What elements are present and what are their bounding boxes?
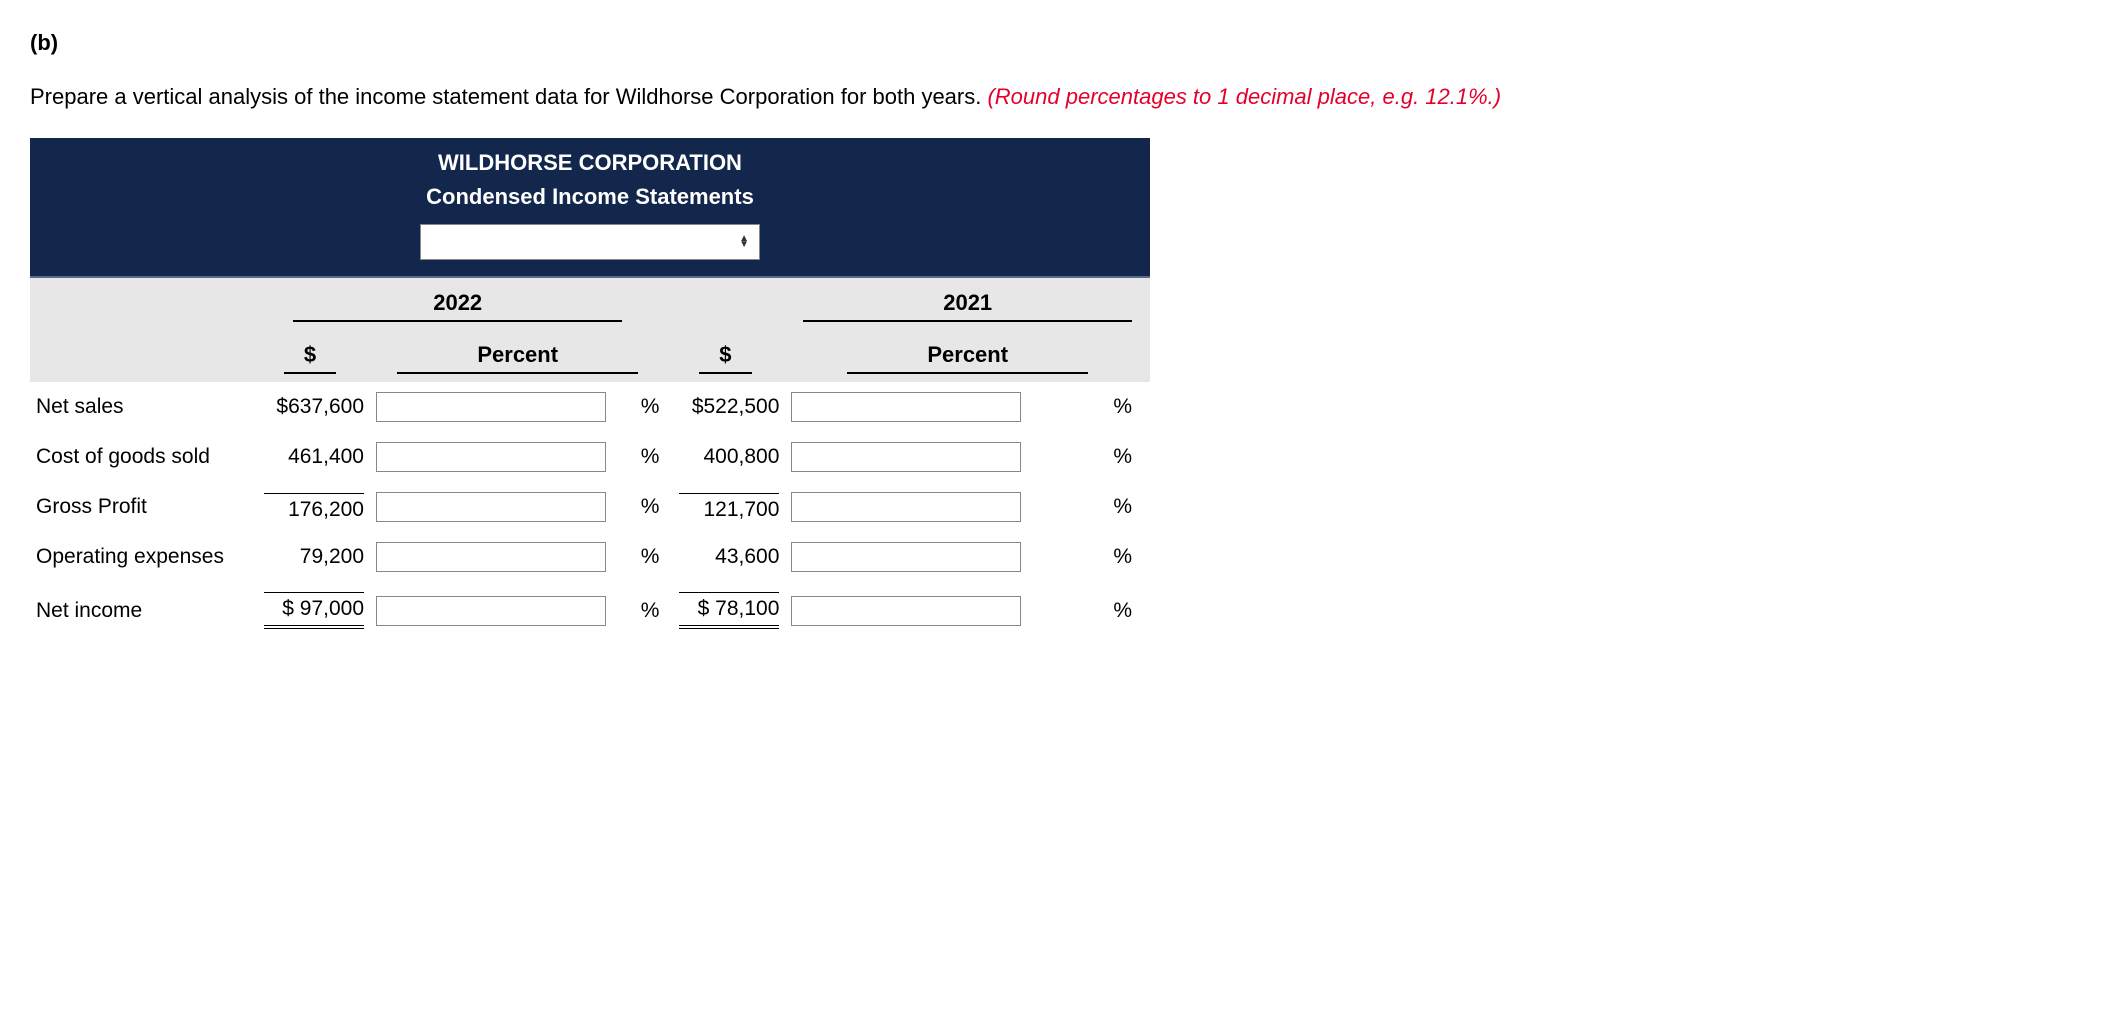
amount-2022: 461,400: [250, 432, 370, 482]
instruction-text: Prepare a vertical analysis of the incom…: [30, 84, 2092, 110]
percent-input-2021[interactable]: [791, 392, 1021, 422]
percent-input-cell-2022: [370, 482, 635, 532]
percent-input-cell-2022: [370, 582, 635, 639]
header-dropdown[interactable]: ▲▼: [420, 224, 760, 260]
percent-sign: %: [635, 482, 666, 532]
percent-input-2022[interactable]: [376, 442, 606, 472]
percent-sign: %: [1107, 532, 1138, 582]
percent-input-2021[interactable]: [791, 542, 1021, 572]
amount-2022: $ 97,000: [250, 582, 370, 639]
percent-input-cell-2021: [785, 382, 1107, 432]
dollar-header-2022: $: [284, 338, 336, 374]
row-label: Cost of goods sold: [30, 432, 250, 482]
percent-sign: %: [1107, 382, 1138, 432]
row-label: Operating expenses: [30, 532, 250, 582]
amount-2021: 400,800: [665, 432, 785, 482]
amount-2021: $522,500: [665, 382, 785, 432]
part-label: (b): [30, 30, 2092, 56]
percent-input-2022[interactable]: [376, 542, 606, 572]
percent-sign: %: [635, 532, 666, 582]
statement-title: Condensed Income Statements: [30, 180, 1150, 214]
amount-2021: $ 78,100: [665, 582, 785, 639]
percent-sign: %: [635, 582, 666, 639]
percent-input-2022[interactable]: [376, 596, 606, 626]
percent-header-2022: Percent: [397, 338, 638, 374]
row-label: Net sales: [30, 382, 250, 432]
income-statement-table: WILDHORSE CORPORATION Condensed Income S…: [30, 138, 1150, 639]
dollar-header-2021: $: [699, 338, 751, 374]
percent-input-cell-2022: [370, 432, 635, 482]
percent-sign: %: [1107, 482, 1138, 532]
percent-input-2021[interactable]: [791, 442, 1021, 472]
instruction-main: Prepare a vertical analysis of the incom…: [30, 84, 987, 109]
instruction-hint: (Round percentages to 1 decimal place, e…: [987, 84, 1501, 109]
percent-input-2021[interactable]: [791, 596, 1021, 626]
amount-2022: 176,200: [250, 482, 370, 532]
percent-header-2021: Percent: [847, 338, 1088, 374]
percent-sign: %: [1107, 432, 1138, 482]
percent-input-cell-2021: [785, 482, 1107, 532]
amount-2022: $637,600: [250, 382, 370, 432]
corp-name: WILDHORSE CORPORATION: [30, 138, 1150, 180]
percent-sign: %: [635, 382, 666, 432]
amount-2022: 79,200: [250, 532, 370, 582]
percent-sign: %: [635, 432, 666, 482]
percent-input-cell-2022: [370, 382, 635, 432]
percent-input-2021[interactable]: [791, 492, 1021, 522]
percent-input-cell-2022: [370, 532, 635, 582]
percent-input-cell-2021: [785, 432, 1107, 482]
percent-input-2022[interactable]: [376, 492, 606, 522]
row-label: Gross Profit: [30, 482, 250, 532]
amount-2021: 43,600: [665, 532, 785, 582]
percent-sign: %: [1107, 582, 1138, 639]
percent-input-cell-2021: [785, 532, 1107, 582]
year-2021: 2021: [803, 286, 1132, 322]
spinner-icon: ▲▼: [739, 236, 749, 248]
year-2022: 2022: [293, 286, 622, 322]
amount-2021: 121,700: [665, 482, 785, 532]
row-label: Net income: [30, 582, 250, 639]
percent-input-cell-2021: [785, 582, 1107, 639]
percent-input-2022[interactable]: [376, 392, 606, 422]
